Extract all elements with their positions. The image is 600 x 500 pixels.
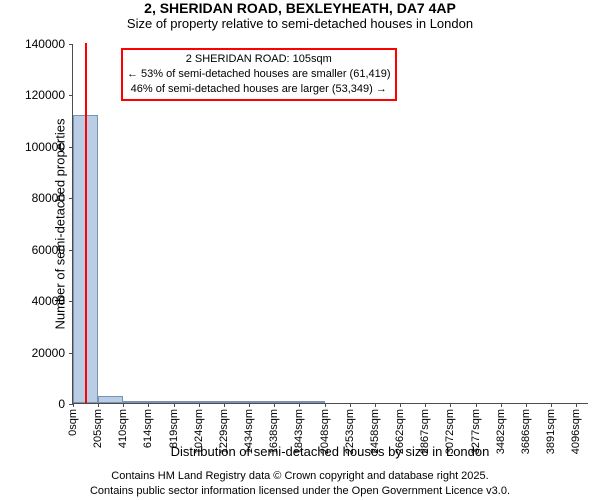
x-tick (450, 403, 451, 407)
histogram-bar (123, 401, 148, 403)
annotation-line-1: 2 SHERIDAN ROAD: 105sqm (127, 52, 391, 67)
x-tick (576, 403, 577, 407)
y-tick-label: 100000 (25, 140, 73, 154)
histogram-bar (274, 401, 299, 403)
histogram-bar (98, 396, 123, 403)
x-tick (476, 403, 477, 407)
x-tick (375, 403, 376, 407)
x-tick (526, 403, 527, 407)
y-tick-label: 120000 (25, 88, 73, 102)
y-tick-label: 60000 (32, 243, 73, 257)
x-tick-label: 205sqm (92, 409, 104, 448)
x-tick (249, 403, 250, 407)
footer-line-2: Contains public sector information licen… (0, 484, 600, 498)
y-tick-label: 40000 (32, 294, 73, 308)
histogram-bar (199, 401, 224, 403)
x-tick (73, 403, 74, 407)
x-tick (425, 403, 426, 407)
annotation-line-2: ← 53% of semi-detached houses are smalle… (127, 67, 391, 82)
x-tick-label: 614sqm (142, 409, 154, 448)
x-tick (350, 403, 351, 407)
x-tick-label: 0sqm (67, 409, 79, 436)
chart-title: 2, SHERIDAN ROAD, BEXLEYHEATH, DA7 4AP (0, 0, 600, 16)
x-tick (174, 403, 175, 407)
y-tick-label: 140000 (25, 37, 73, 51)
footer-line-1: Contains HM Land Registry data © Crown c… (0, 469, 600, 483)
annotation-box: 2 SHERIDAN ROAD: 105sqm← 53% of semi-det… (121, 48, 397, 101)
y-tick-label: 20000 (32, 346, 73, 360)
x-tick (123, 403, 124, 407)
histogram-bar (224, 401, 249, 403)
histogram-bar (299, 401, 324, 403)
chart-subtitle: Size of property relative to semi-detach… (0, 16, 600, 31)
x-tick (274, 403, 275, 407)
x-axis-label: Distribution of semi-detached houses by … (72, 444, 588, 459)
footer: Contains HM Land Registry data © Crown c… (0, 469, 600, 500)
x-tick (98, 403, 99, 407)
property-marker-line (85, 43, 87, 403)
histogram-bar (174, 401, 199, 403)
x-tick (551, 403, 552, 407)
x-tick-label: 410sqm (117, 409, 129, 448)
x-tick (224, 403, 225, 407)
plot-area: Number of semi-detached properties 02000… (72, 44, 588, 404)
histogram-bar (249, 401, 274, 403)
x-tick (501, 403, 502, 407)
x-tick (199, 403, 200, 407)
annotation-line-3: 46% of semi-detached houses are larger (… (127, 82, 391, 97)
x-tick (400, 403, 401, 407)
x-tick (148, 403, 149, 407)
x-tick-label: 819sqm (168, 409, 180, 448)
y-tick-label: 80000 (32, 191, 73, 205)
x-tick (325, 403, 326, 407)
x-tick (299, 403, 300, 407)
histogram-bar (148, 401, 173, 403)
